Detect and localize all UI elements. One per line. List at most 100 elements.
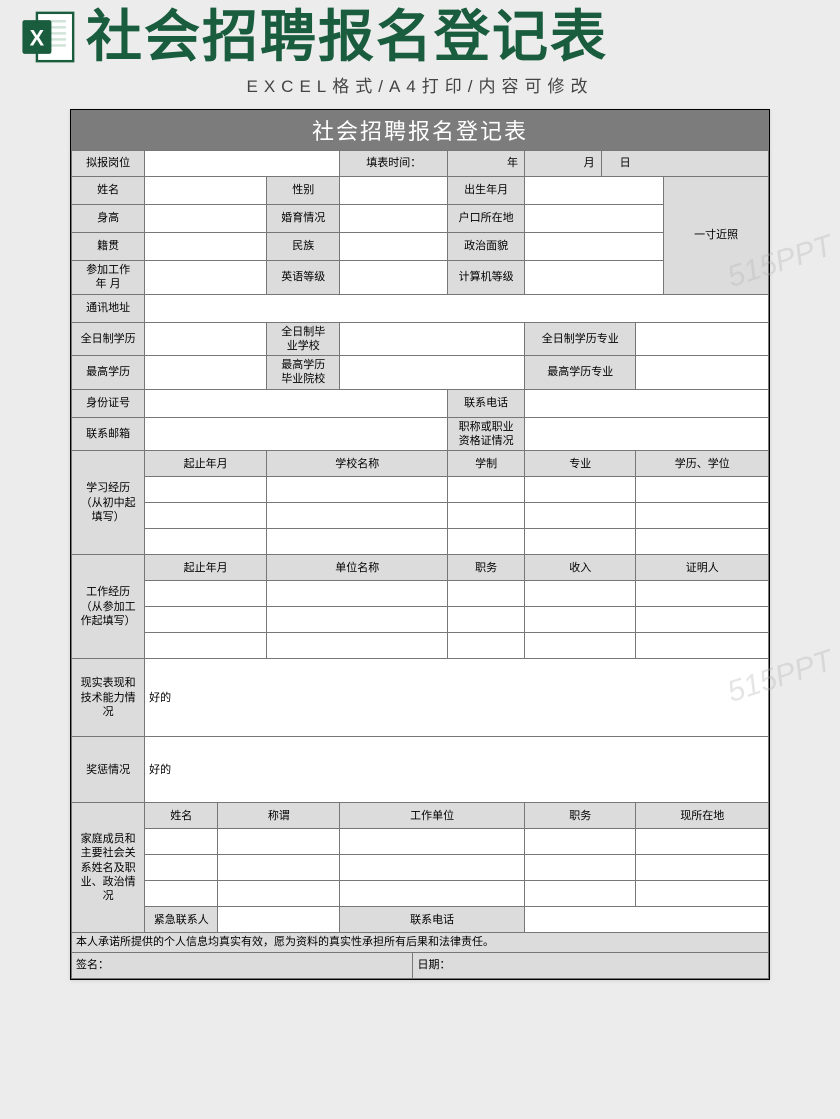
value-hukou	[524, 205, 663, 233]
sign-label: 签名：	[72, 952, 413, 978]
page-title: 社会招聘报名登记表	[86, 9, 608, 65]
work-col2: 单位名称	[267, 555, 448, 581]
value-topedu	[145, 356, 267, 390]
table-cell	[524, 633, 636, 659]
table-cell	[145, 881, 218, 907]
value-topschool	[340, 356, 525, 390]
table-cell	[267, 607, 448, 633]
fam-col1: 姓名	[145, 803, 218, 829]
work-col1: 起止年月	[145, 555, 267, 581]
table-cell	[218, 855, 340, 881]
table-cell	[524, 607, 636, 633]
label-topschool: 最高学历 毕业院校	[267, 356, 340, 390]
label-edu-section: 学习经历 （从初中起 填写）	[72, 451, 145, 555]
table-cell	[145, 581, 267, 607]
table-cell	[524, 581, 636, 607]
label-email: 联系邮箱	[72, 417, 145, 451]
table-cell	[636, 829, 769, 855]
table-cell	[340, 881, 525, 907]
label-topedu: 最高学历	[72, 356, 145, 390]
value-ethnic	[340, 233, 448, 261]
fam-col3: 工作单位	[340, 803, 525, 829]
table-cell	[448, 581, 525, 607]
value-ftedu	[145, 322, 267, 356]
work-col5: 证明人	[636, 555, 769, 581]
work-col4: 收入	[524, 555, 636, 581]
label-topmajor: 最高学历专业	[524, 356, 636, 390]
table-cell	[267, 477, 448, 503]
table-cell	[145, 855, 218, 881]
label-emergency-phone: 联系电话	[340, 907, 525, 933]
table-cell	[636, 529, 769, 555]
label-phone: 联系电话	[448, 389, 525, 417]
label-emergency: 紧急联系人	[145, 907, 218, 933]
label-ftmajor: 全日制学历专业	[524, 322, 636, 356]
value-ftschool	[340, 322, 525, 356]
table-cell	[145, 607, 267, 633]
work-col3: 职务	[448, 555, 525, 581]
value-phone	[524, 389, 768, 417]
edu-col3: 学制	[448, 451, 525, 477]
table-cell	[524, 477, 636, 503]
label-computer: 计算机等级	[448, 261, 525, 295]
label-hukou: 户口所在地	[448, 205, 525, 233]
value-id	[145, 389, 448, 417]
table-cell	[524, 855, 636, 881]
label-family-section: 家庭成员和 主要社会关 系姓名及职 业、政治情 况	[72, 803, 145, 933]
label-work-section: 工作经历 （从参加工 作起填写）	[72, 555, 145, 659]
value-cert	[524, 417, 768, 451]
value-workstart	[145, 261, 267, 295]
value-political	[524, 233, 663, 261]
table-cell	[636, 855, 769, 881]
table-cell	[448, 633, 525, 659]
label-political: 政治面貌	[448, 233, 525, 261]
table-cell	[145, 477, 267, 503]
edu-col5: 学历、学位	[636, 451, 769, 477]
form-sheet: 社会招聘报名登记表 拟报岗位 填表时间： 年 月 日 姓名 性别 出生年月 一寸…	[70, 109, 770, 980]
table-cell	[448, 607, 525, 633]
label-marital: 婚育情况	[267, 205, 340, 233]
table-cell	[218, 881, 340, 907]
label-year: 年	[448, 151, 525, 177]
table-cell	[267, 529, 448, 555]
table-cell	[340, 855, 525, 881]
table-cell	[145, 529, 267, 555]
excel-icon: X	[20, 8, 78, 66]
value-emergency	[218, 907, 340, 933]
edu-col2: 学校名称	[267, 451, 448, 477]
value-address	[145, 294, 769, 322]
value-award: 好的	[145, 737, 769, 803]
label-height: 身高	[72, 205, 145, 233]
table-cell	[524, 503, 636, 529]
label-native: 籍贯	[72, 233, 145, 261]
registration-table: 拟报岗位 填表时间： 年 月 日 姓名 性别 出生年月 一寸近照 身高 婚育情况…	[71, 150, 769, 979]
value-topmajor	[636, 356, 769, 390]
table-cell	[218, 829, 340, 855]
table-cell	[636, 607, 769, 633]
page-subtitle: EXCEL格式/A4打印/内容可修改	[0, 72, 840, 97]
label-english: 英语等级	[267, 261, 340, 295]
table-cell	[636, 581, 769, 607]
table-cell	[145, 503, 267, 529]
table-cell	[448, 503, 525, 529]
label-id: 身份证号	[72, 389, 145, 417]
date-label: 日期：	[413, 952, 769, 978]
value-birth	[524, 177, 663, 205]
table-cell	[267, 503, 448, 529]
value-height	[145, 205, 267, 233]
value-ftmajor	[636, 322, 769, 356]
table-cell	[524, 881, 636, 907]
label-ftedu: 全日制学历	[72, 322, 145, 356]
label-gender: 性别	[267, 177, 340, 205]
table-cell	[636, 503, 769, 529]
label-name: 姓名	[72, 177, 145, 205]
table-cell	[448, 477, 525, 503]
value-performance: 好的	[145, 659, 769, 737]
declaration: 本人承诺所提供的个人信息均真实有效，愿为资料的真实性承担所有后果和法律责任。	[72, 933, 769, 952]
value-name	[145, 177, 267, 205]
table-cell	[524, 529, 636, 555]
value-emergency-phone	[524, 907, 768, 933]
edu-col1: 起止年月	[145, 451, 267, 477]
svg-text:X: X	[30, 25, 45, 50]
label-birth: 出生年月	[448, 177, 525, 205]
